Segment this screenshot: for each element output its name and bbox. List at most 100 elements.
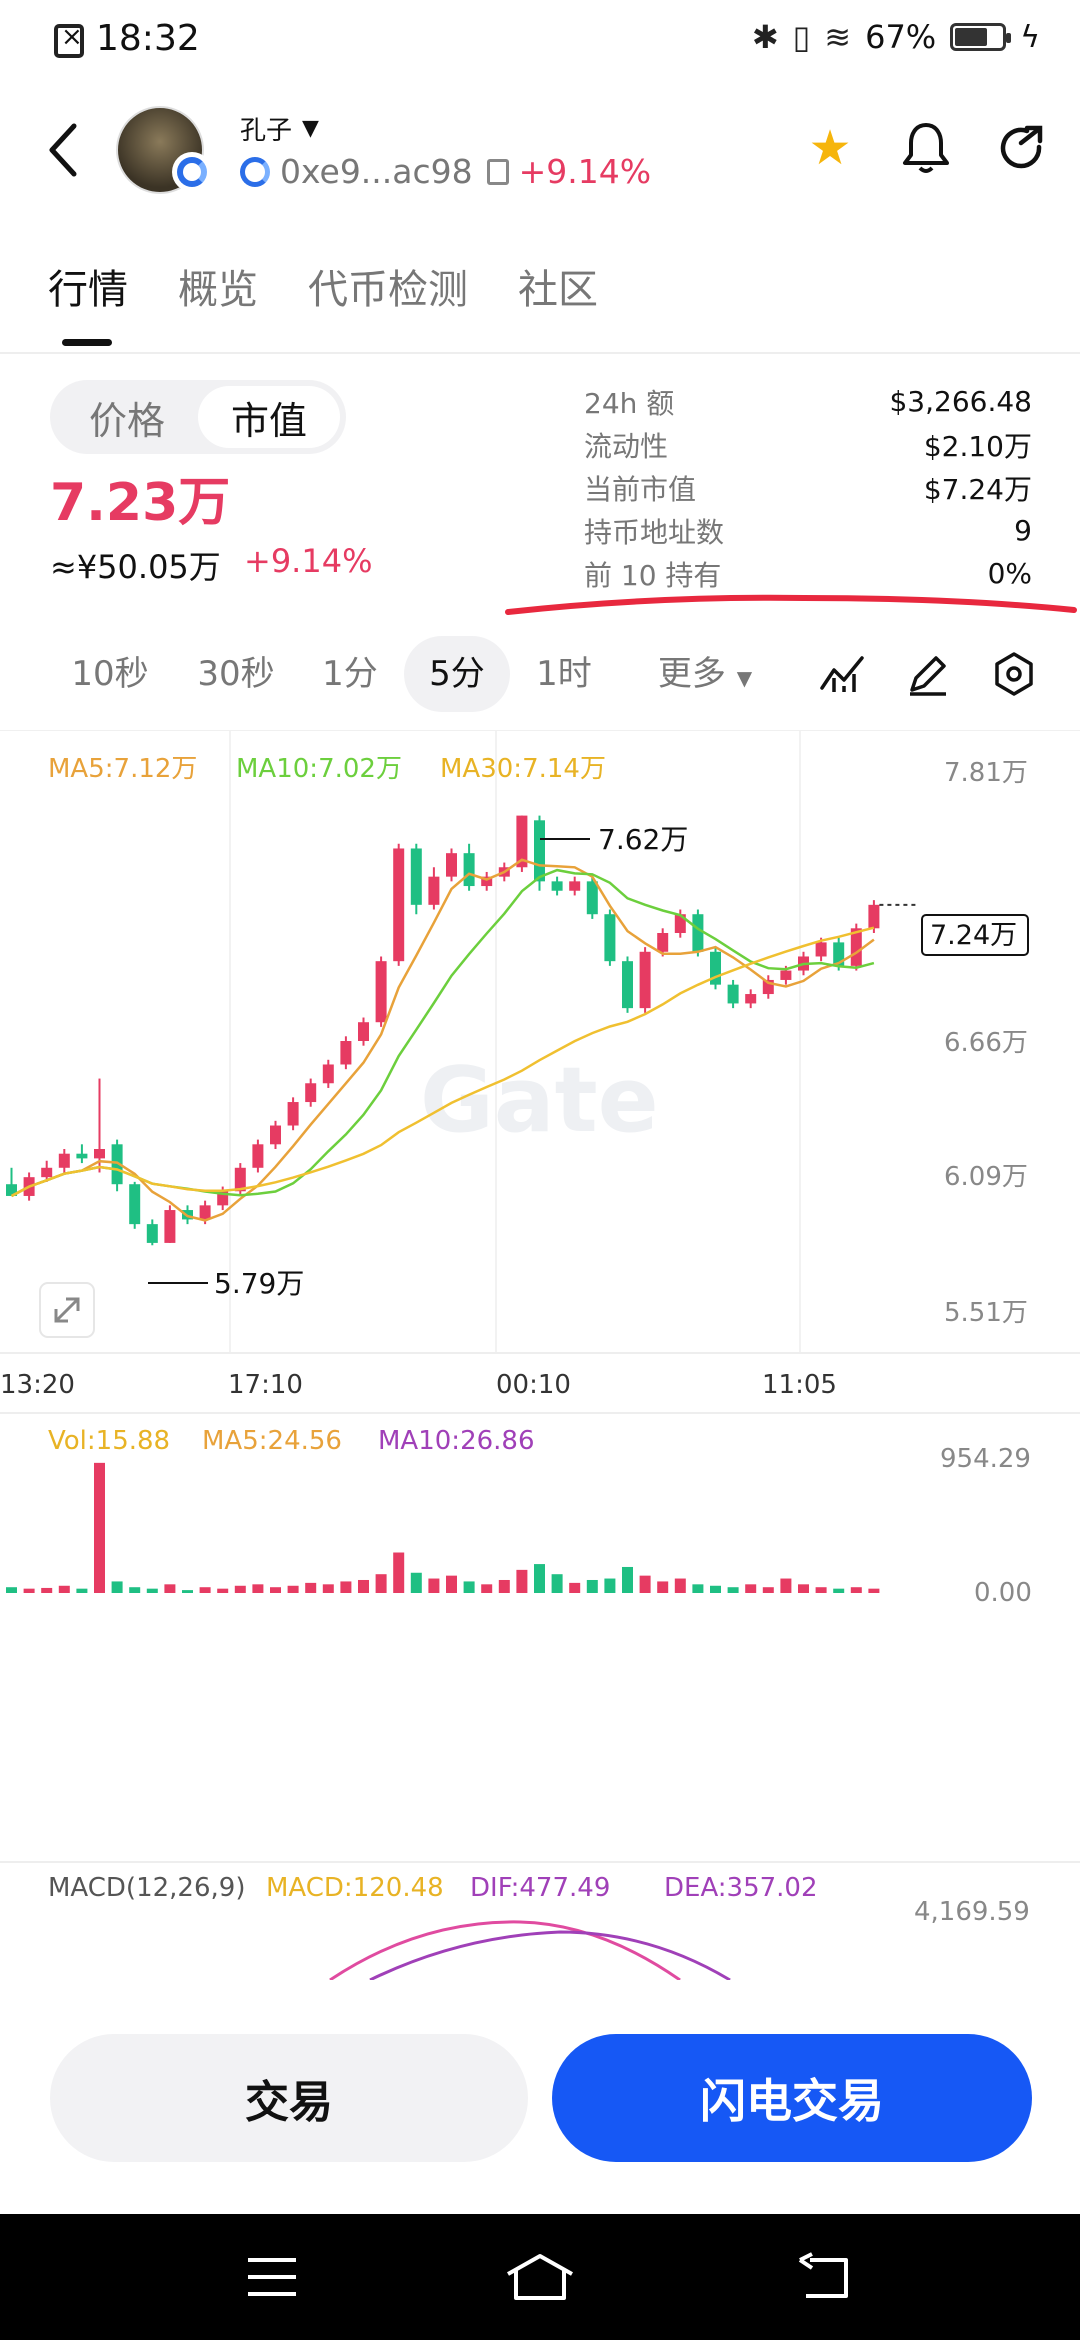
candle [446, 853, 457, 877]
token-name: 孔子 [240, 116, 293, 146]
flash-trade-button[interactable]: 闪电交易 [552, 2034, 1032, 2162]
status-time: 18:32 [96, 18, 200, 59]
interval-5m[interactable]: 5分 [404, 636, 510, 712]
toggle-price[interactable]: 价格 [88, 398, 165, 443]
volume-bar [76, 1588, 88, 1593]
stat-value: $2.10万 [923, 429, 1032, 463]
trade-button[interactable]: 交易 [50, 2034, 528, 2162]
candle [146, 1224, 158, 1243]
candle [481, 876, 493, 887]
volume-bar [639, 1575, 651, 1593]
candle [815, 942, 827, 957]
home-icon[interactable] [504, 2252, 576, 2302]
caret-down-icon: ▼ [302, 116, 319, 141]
tab-market[interactable]: 行情 [48, 250, 128, 346]
star-icon[interactable]: ★ [808, 120, 852, 176]
candle [58, 1153, 70, 1168]
volume-bar [762, 1587, 774, 1593]
stat-value: 0% [987, 557, 1032, 590]
stat-value: $3,266.48 [889, 385, 1032, 418]
charging-icon: ϟ [1020, 19, 1040, 55]
dea-line [369, 1930, 731, 1980]
token-selector[interactable]: 孔子 ▼ [240, 110, 319, 147]
macd-panel: MACD(12,26,9) MACD:120.48 DIF:477.49 DEA… [0, 1861, 1080, 1980]
kline-chart[interactable]: Gate 7.81万 6.66万 6.09万 5.51万 MA5:7.12万 MA10… [0, 730, 1080, 1610]
interval-1h[interactable]: 1时 [536, 654, 592, 694]
candle [674, 914, 686, 933]
stat-row: 持币地址数 9 [584, 509, 1032, 552]
battery-percent: 67% [865, 18, 937, 56]
bell-icon[interactable] [898, 120, 954, 176]
ma10-legend: MA10:7.02万 [236, 754, 402, 784]
share-icon[interactable] [994, 120, 1050, 176]
volume-bar [798, 1584, 809, 1593]
candles [6, 815, 880, 1246]
copy-icon[interactable] [486, 158, 509, 185]
volume-bar [463, 1581, 475, 1593]
divider [0, 352, 1080, 354]
volume-bar [850, 1587, 862, 1593]
candle [375, 961, 387, 1023]
candle [270, 1125, 281, 1145]
candle [252, 1144, 264, 1168]
volume-bar [6, 1587, 17, 1593]
caret-down-icon: ▼ [736, 666, 753, 690]
volume-bar [199, 1587, 211, 1593]
interval-30s[interactable]: 30秒 [197, 654, 275, 694]
volume-bar [481, 1584, 493, 1593]
tab-overview[interactable]: 概览 [178, 267, 258, 313]
volume-bar [393, 1552, 405, 1593]
indicator-icon[interactable] [818, 650, 866, 698]
token-address: 0xe9...ac98 [280, 152, 473, 191]
candle [305, 1083, 317, 1103]
settings-icon[interactable] [990, 650, 1038, 698]
candle [833, 942, 845, 966]
volume-bar [270, 1587, 281, 1593]
volume-bar [780, 1578, 792, 1593]
back-button[interactable] [44, 120, 94, 180]
interval-1m[interactable]: 1分 [322, 654, 378, 694]
stats-panel: 24h 额 $3,266.48 流动性 $2.10万 当前市值 $7.24万 持币地址… [584, 380, 1032, 595]
volume-bar [710, 1585, 721, 1593]
interval-10s[interactable]: 10秒 [71, 654, 149, 694]
dea-legend: DEA:357.02 [664, 1873, 818, 1903]
tab-community[interactable]: 社区 [518, 267, 598, 313]
ma30-line [10, 926, 875, 1198]
menu-icon[interactable] [244, 2252, 300, 2302]
volume-bar [446, 1575, 457, 1593]
x-tick: 13:20 [0, 1370, 75, 1400]
price-mcap-toggle: 价格 市值 [50, 380, 346, 454]
tab-token-check[interactable]: 代币检测 [308, 267, 468, 313]
cny-change: +9.14% [244, 542, 373, 580]
system-nav-bar [0, 2214, 1080, 2340]
candle [762, 979, 774, 995]
back-nav-icon[interactable] [796, 2252, 856, 2302]
stat-label: 当前市值 [584, 472, 697, 506]
notification-icon [54, 22, 84, 58]
volume-bar [287, 1585, 299, 1593]
vol-legend: Vol:15.88 [48, 1426, 170, 1456]
interval-more[interactable]: 更多 ▼ [630, 636, 780, 712]
volume-bar [182, 1590, 193, 1593]
volume-bar [815, 1587, 827, 1593]
volume-bar [23, 1588, 35, 1593]
status-icons: ✱ ▯ ≋ 67% ϟ [752, 18, 1040, 56]
vol-min-label: 0.00 [974, 1578, 1032, 1608]
handwritten-underline [505, 594, 1077, 615]
candle [199, 1205, 211, 1220]
volume-bar [322, 1584, 334, 1593]
toggle-market-cap[interactable]: 市值 [198, 386, 340, 448]
candle [551, 881, 563, 891]
vol-ma5-legend: MA5:24.56 [202, 1426, 342, 1456]
ma-lines [10, 858, 875, 1222]
candle [6, 1184, 17, 1196]
token-avatar [116, 106, 204, 194]
draw-icon[interactable] [904, 650, 952, 698]
volume-bar [622, 1566, 633, 1593]
volume-bar [146, 1588, 158, 1593]
volume-bar [340, 1581, 352, 1593]
volume-bar [551, 1574, 563, 1593]
candle [463, 853, 475, 887]
volume-bar [604, 1578, 616, 1593]
dif-line [329, 1920, 681, 1980]
